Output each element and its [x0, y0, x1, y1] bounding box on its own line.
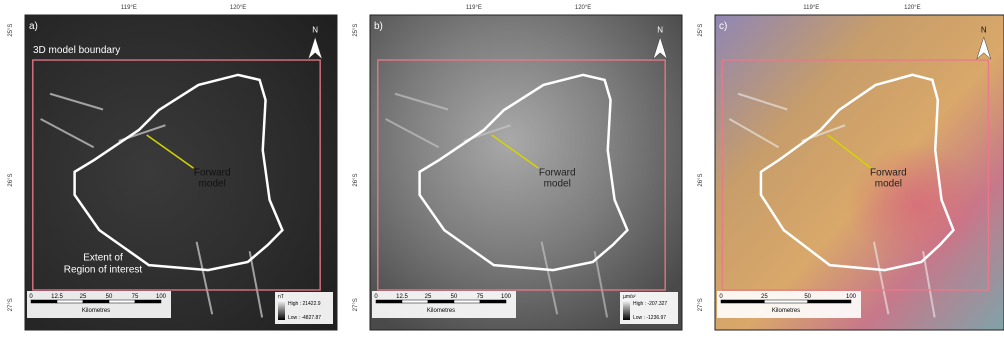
- scale-unit: Kilometres: [82, 308, 110, 314]
- scale-tick: 25: [425, 294, 432, 300]
- latitude-label: 26°S: [353, 174, 359, 187]
- scale-segment: [808, 300, 851, 303]
- map-background: [370, 15, 682, 330]
- scale-unit: Kilometres: [772, 308, 800, 314]
- scale-tick: 50: [106, 294, 113, 300]
- scale-tick: 100: [846, 294, 857, 300]
- latitude-label: 27°S: [698, 298, 704, 311]
- north-label: N: [657, 25, 663, 34]
- legend-ramp: [623, 300, 630, 320]
- scale-segment: [109, 300, 135, 303]
- roi-label: Region of interest: [64, 265, 143, 276]
- longitude-label: 119°E: [803, 5, 819, 11]
- scale-segment: [135, 300, 161, 303]
- scale-unit: Kilometres: [427, 308, 455, 314]
- longitude-label: 120°E: [904, 5, 920, 11]
- roi-label: Extent of: [83, 253, 123, 264]
- scale-segment: [428, 300, 454, 303]
- legend-ramp: [278, 300, 285, 320]
- boundary-label: 3D model boundary: [33, 45, 120, 56]
- panel-label: a): [29, 21, 38, 32]
- latitude-label: 27°S: [8, 298, 14, 311]
- latitude-label: 26°S: [8, 174, 14, 187]
- longitude-label: 119°E: [466, 5, 482, 11]
- forward-model-label: model: [875, 179, 902, 190]
- scale-segment: [480, 300, 506, 303]
- latitude-label: 25°S: [8, 24, 14, 37]
- scale-tick: 50: [451, 294, 458, 300]
- legend-high: High : 21422.9: [288, 301, 321, 307]
- legend-unit: µm/s²: [623, 294, 636, 300]
- latitude-label: 25°S: [353, 24, 359, 37]
- latitude-label: 26°S: [698, 174, 704, 187]
- panel-label: c): [719, 21, 727, 32]
- legend-unit: nT: [278, 294, 284, 300]
- scale-segment: [31, 300, 57, 303]
- scale-tick: 100: [156, 294, 167, 300]
- scale-segment: [454, 300, 480, 303]
- longitude-label: 119°E: [121, 5, 137, 11]
- legend-low: Low : -4827.87: [288, 315, 321, 321]
- scale-segment: [721, 300, 764, 303]
- scale-tick: 25: [80, 294, 87, 300]
- scale-segment: [83, 300, 109, 303]
- scale-segment: [764, 300, 807, 303]
- latitude-label: 27°S: [353, 298, 359, 311]
- north-label: N: [981, 25, 987, 34]
- scale-tick: 12.5: [51, 294, 63, 300]
- scale-tick: 75: [132, 294, 139, 300]
- anomaly: [847, 144, 987, 264]
- scale-tick: 12.5: [396, 294, 408, 300]
- forward-model-label: Forward: [539, 168, 576, 179]
- scale-tick: 50: [804, 294, 811, 300]
- forward-model-label: Forward: [870, 168, 907, 179]
- scale-segment: [402, 300, 428, 303]
- panel-label: b): [374, 21, 383, 32]
- north-label: N: [312, 25, 318, 34]
- figure: Forwardmodela)N119°E120°E25°S26°S27°S3D …: [0, 0, 1004, 336]
- map-background: [25, 15, 337, 330]
- latitude-label: 25°S: [698, 24, 704, 37]
- scale-segment: [57, 300, 83, 303]
- forward-model-label: model: [199, 179, 226, 190]
- legend-high: High : -207.327: [633, 301, 667, 307]
- forward-model-label: model: [544, 179, 571, 190]
- forward-model-label: Forward: [194, 168, 231, 179]
- legend-low: Low : -1236.97: [633, 315, 666, 321]
- scale-tick: 75: [477, 294, 484, 300]
- scale-tick: 25: [761, 294, 768, 300]
- longitude-label: 120°E: [575, 5, 591, 11]
- scale-segment: [376, 300, 402, 303]
- scale-tick: 100: [501, 294, 512, 300]
- longitude-label: 120°E: [230, 5, 246, 11]
